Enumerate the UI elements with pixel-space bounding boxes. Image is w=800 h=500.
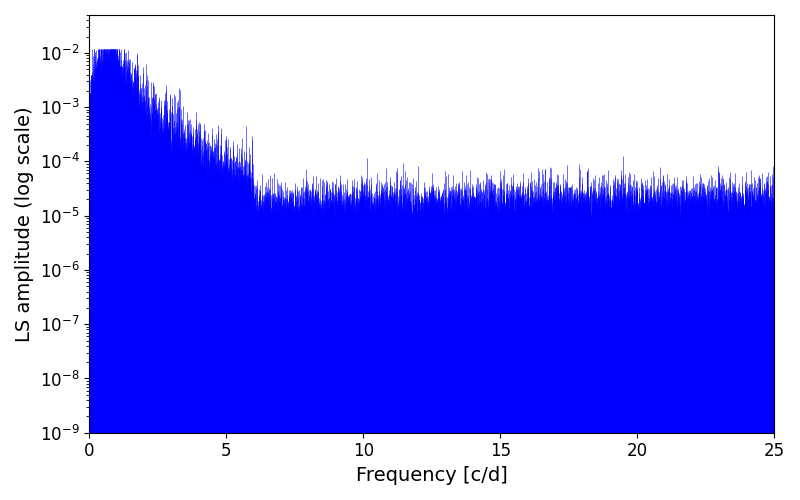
Y-axis label: LS amplitude (log scale): LS amplitude (log scale) [15,106,34,342]
X-axis label: Frequency [c/d]: Frequency [c/d] [356,466,508,485]
